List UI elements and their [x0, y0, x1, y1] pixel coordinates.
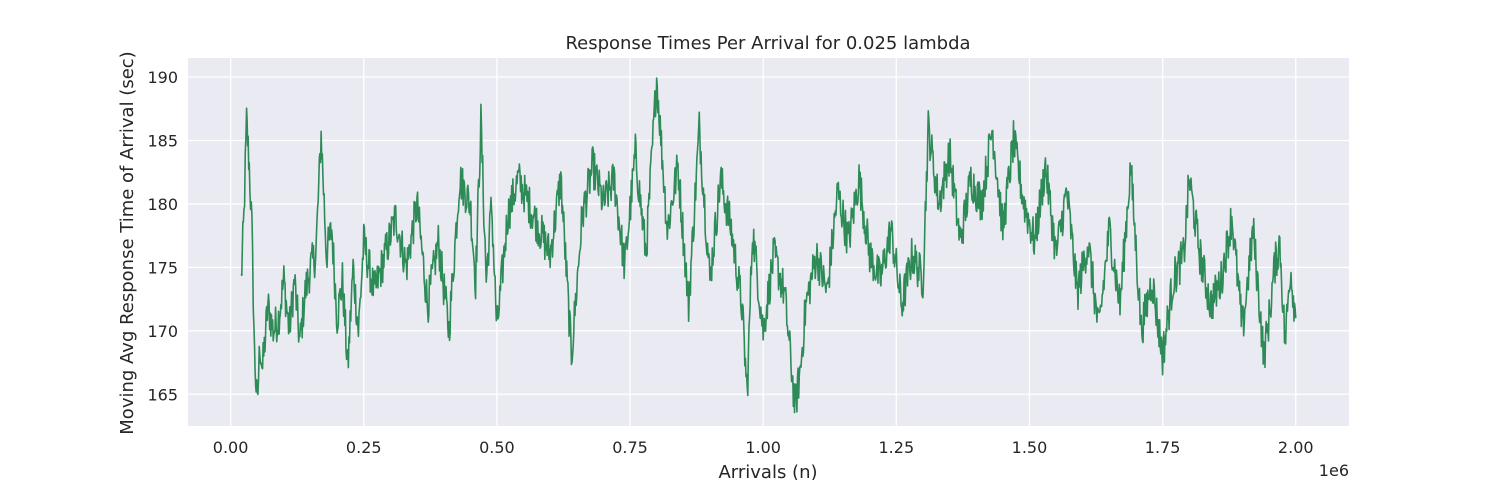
y-tick-label: 165: [147, 385, 178, 404]
y-tick-label: 190: [147, 68, 178, 87]
x-tick-label: 1.50: [1012, 438, 1048, 457]
chart-title: Response Times Per Arrival for 0.025 lam…: [565, 33, 970, 54]
y-tick-label: 185: [147, 131, 178, 150]
x-tick-label: 1.75: [1145, 438, 1181, 457]
plot-background: [188, 58, 1349, 426]
y-tick-labels: 165 170 175 180 185 190: [147, 68, 178, 404]
x-tick-label: 2.00: [1278, 438, 1314, 457]
x-axis-label: Arrivals (n): [718, 462, 817, 480]
x-tick-label: 0.50: [479, 438, 515, 457]
y-tick-label: 180: [147, 195, 178, 214]
y-tick-label: 170: [147, 322, 178, 341]
x-tick-label: 1.25: [879, 438, 915, 457]
x-offset-label: 1e6: [1319, 461, 1349, 480]
series-layer: [240, 77, 1297, 414]
x-tick-label: 0.75: [612, 438, 648, 457]
y-tick-label: 175: [147, 258, 178, 277]
x-tick-labels: 0.00 0.25 0.50 0.75 1.00 1.25 1.50 1.75 2.00: [213, 438, 1314, 457]
series-line: [240, 77, 1297, 414]
x-tick-label: 1.00: [745, 438, 781, 457]
x-tick-label: 0.25: [346, 438, 382, 457]
x-tick-label: 0.00: [213, 438, 249, 457]
y-axis-label: Moving Avg Response Time of Arrival (sec…: [117, 51, 138, 434]
